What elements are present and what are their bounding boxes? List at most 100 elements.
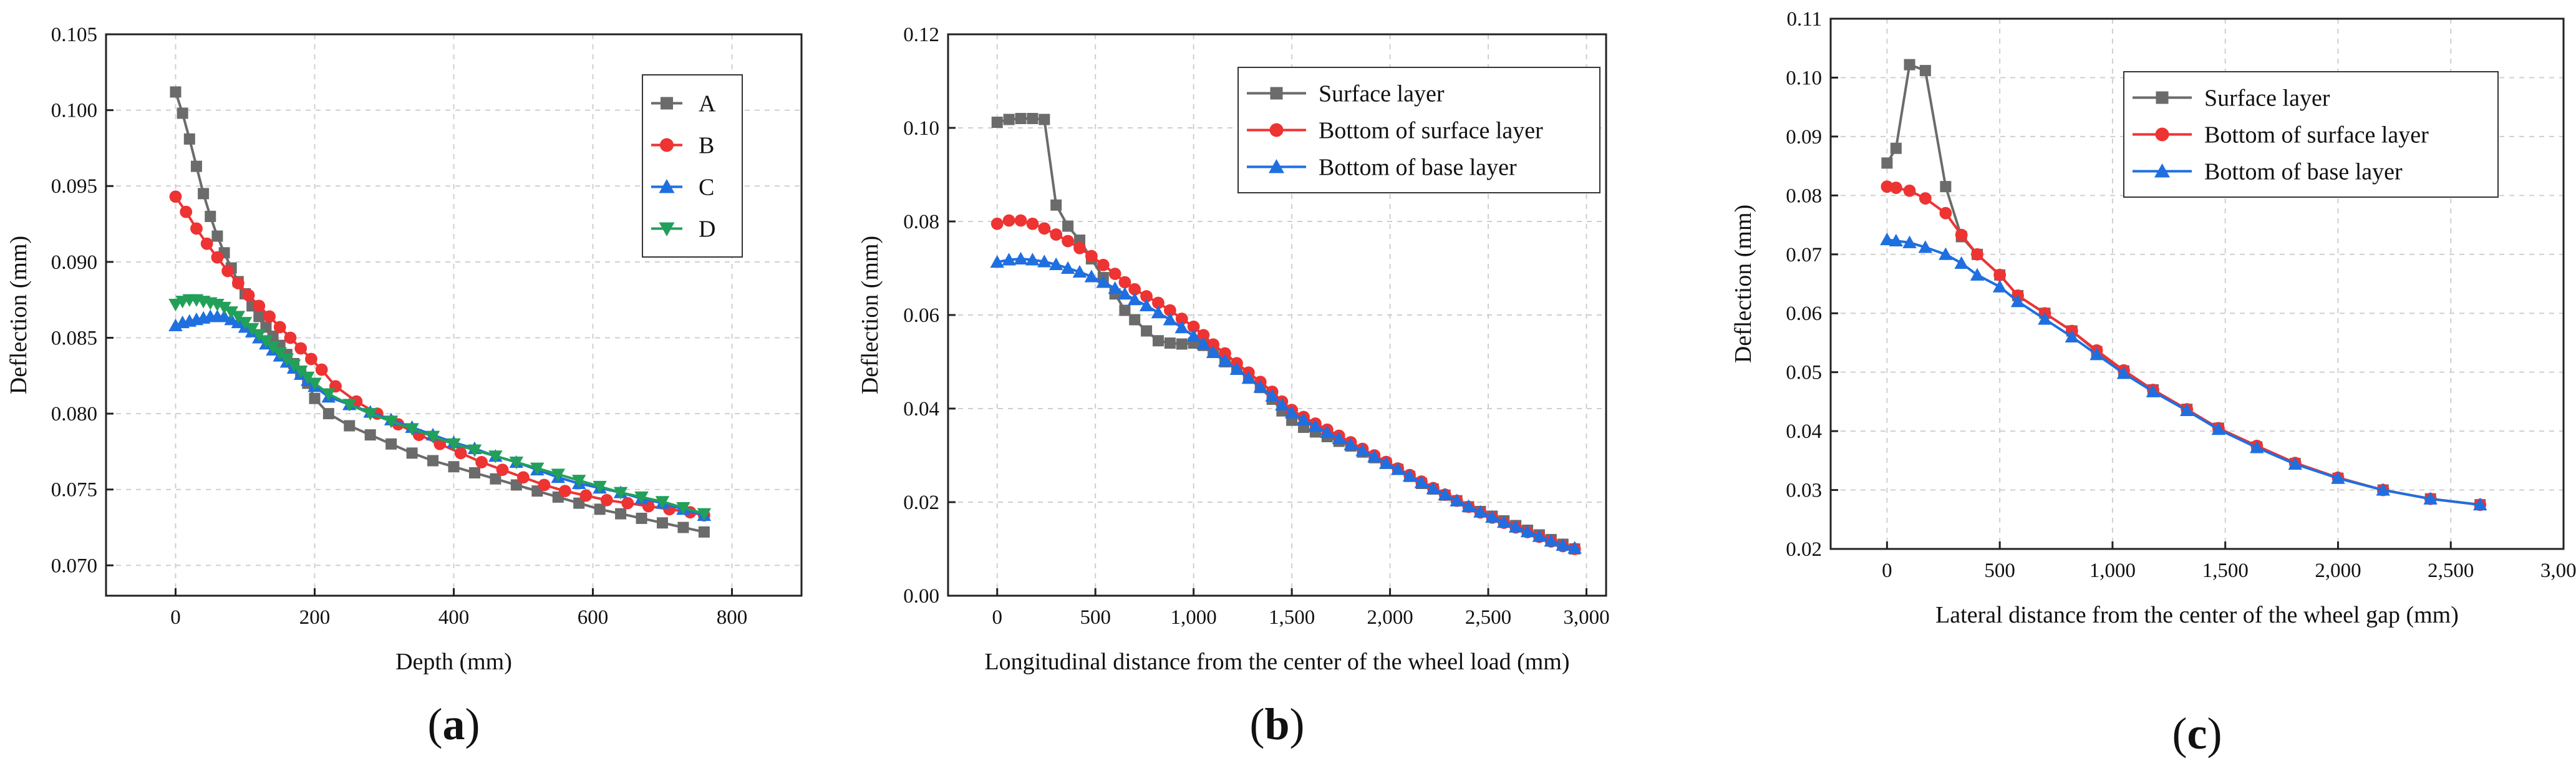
- data-point: [2250, 440, 2264, 453]
- data-point: [990, 255, 1004, 268]
- data-point: [322, 408, 334, 420]
- data-point: [1473, 505, 1488, 518]
- chart-b: 0 500 1,000 1,500 2,000 2,500 3,000 0.00 0.02 0.0…: [857, 24, 1610, 749]
- legend-marker: [2156, 91, 2169, 104]
- data-point: [1038, 222, 1051, 235]
- data-point: [1902, 235, 1917, 248]
- data-point: [1118, 276, 1131, 289]
- data-point: [1532, 529, 1547, 542]
- data-point: [1275, 397, 1289, 410]
- series-b: [169, 190, 710, 521]
- data-point: [266, 341, 280, 354]
- series-a: [170, 86, 710, 538]
- series-bottom-of-base-layer: [1880, 232, 2487, 511]
- series-line: [1887, 238, 2481, 507]
- x-tick-label: 400: [438, 606, 470, 629]
- data-point: [205, 210, 216, 222]
- data-point: [1265, 389, 1279, 402]
- data-point: [1097, 258, 1110, 271]
- data-point: [1919, 192, 1932, 205]
- data-point: [1140, 290, 1153, 303]
- y-tick-label: 0.080: [51, 403, 97, 425]
- data-point: [242, 289, 255, 302]
- data-point: [636, 512, 647, 524]
- data-point: [1241, 371, 1256, 384]
- legend-marker: [1269, 159, 1284, 173]
- data-point: [1196, 337, 1211, 350]
- data-point: [676, 502, 690, 515]
- y-tick-label: 0.075: [51, 479, 97, 502]
- series-line: [175, 315, 705, 517]
- x-tick-label: 0: [992, 606, 1002, 629]
- data-point: [384, 415, 399, 429]
- data-point: [2038, 312, 2052, 325]
- data-point: [530, 462, 545, 475]
- axes: 0 200 400 600 800 0.070 0.075 0.080 0.085 0.090 0.…: [51, 24, 748, 629]
- data-point: [169, 190, 182, 203]
- legend-marker: [2154, 163, 2170, 178]
- data-point: [1253, 380, 1267, 393]
- data-point: [1151, 306, 1166, 319]
- data-point: [190, 222, 203, 235]
- data-point: [2065, 329, 2080, 342]
- y-tick-label: 0.11: [1786, 8, 1822, 31]
- data-point: [559, 485, 571, 498]
- data-point: [259, 335, 273, 348]
- data-point: [1402, 468, 1417, 482]
- data-point: [698, 526, 710, 538]
- data-point: [309, 392, 321, 404]
- data-point: [2116, 366, 2131, 379]
- data-point: [657, 517, 668, 529]
- data-point: [1141, 325, 1153, 337]
- data-point: [211, 230, 223, 242]
- data-point: [2179, 403, 2194, 417]
- series-bottom-of-base-layer: [990, 251, 1582, 554]
- data-point: [1890, 142, 1902, 154]
- data-point: [613, 487, 628, 500]
- data-point: [1939, 247, 1953, 260]
- data-point: [1108, 268, 1121, 280]
- data-point: [190, 160, 202, 172]
- legend-label: Surface layer: [1319, 81, 1445, 107]
- data-point: [1175, 313, 1188, 325]
- data-point: [1014, 214, 1027, 227]
- y-tick-label: 0.08: [903, 211, 939, 233]
- y-tick-label: 0.06: [1786, 303, 1822, 325]
- data-point: [1919, 65, 1931, 77]
- data-point: [1206, 345, 1221, 358]
- x-tick-label: 600: [578, 606, 609, 629]
- data-point: [615, 508, 627, 520]
- y-tick-label: 0.095: [51, 175, 97, 198]
- x-tick-label: 1,000: [1171, 606, 1217, 629]
- data-point: [1426, 482, 1441, 495]
- data-point: [1050, 199, 1062, 211]
- data-point: [1127, 293, 1142, 306]
- axes: 0 500 1,000 1,500 2,000 2,500 3,000 0.02 0.03 0.0…: [1786, 8, 2576, 582]
- data-point: [2331, 471, 2345, 484]
- data-point: [488, 450, 503, 463]
- data-point: [231, 277, 245, 289]
- data-point: [490, 473, 501, 485]
- axes: 0 500 1,000 1,500 2,000 2,500 3,000 0.00 0.02 0.0…: [903, 24, 1609, 629]
- y-tick-label: 0.100: [51, 100, 97, 122]
- data-point: [1355, 444, 1370, 457]
- data-point: [363, 408, 377, 421]
- data-point: [594, 503, 606, 515]
- data-point: [655, 496, 670, 509]
- legend-label: Bottom of surface layer: [1319, 118, 1543, 144]
- data-point: [475, 456, 488, 468]
- data-point: [1048, 257, 1063, 270]
- data-point: [1164, 337, 1176, 349]
- data-point: [1003, 114, 1015, 125]
- data-point: [425, 430, 440, 444]
- y-tick-label: 0.10: [1786, 67, 1822, 89]
- data-point: [405, 423, 419, 436]
- data-point: [301, 371, 315, 384]
- legend-marker: [659, 179, 675, 193]
- data-point: [385, 438, 397, 450]
- y-tick-label: 0.04: [1786, 420, 1822, 443]
- data-point: [454, 447, 467, 460]
- data-point: [1152, 296, 1165, 309]
- y-tick-label: 0.090: [51, 251, 97, 274]
- data-point: [1207, 338, 1220, 351]
